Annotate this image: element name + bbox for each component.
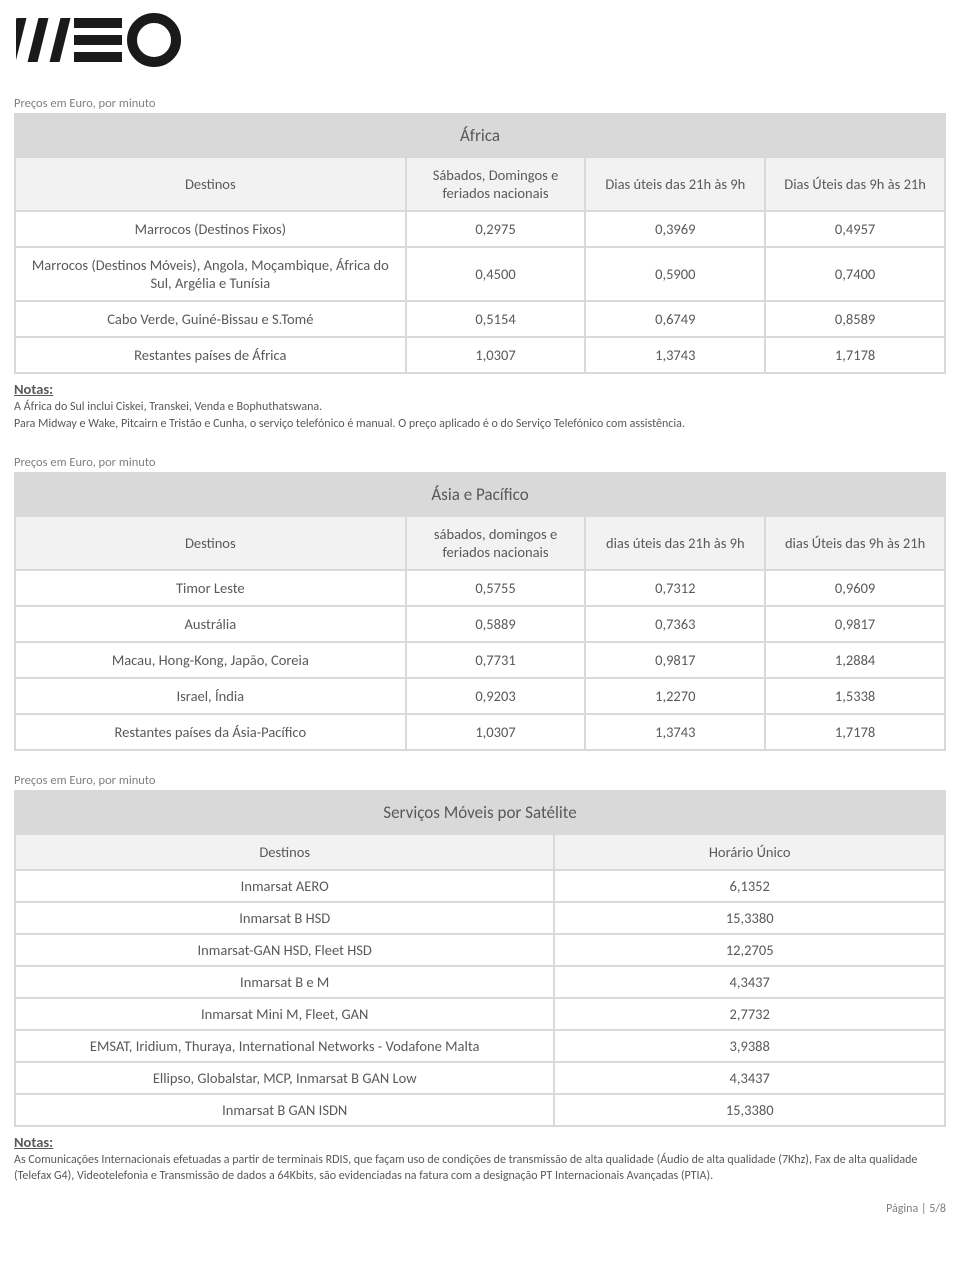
cell-val: 0,9817 (585, 642, 765, 678)
cell-val: 2,7732 (554, 998, 945, 1030)
cell-dest: Inmarsat B HSD (15, 902, 554, 934)
cell-val: 0,9817 (765, 606, 945, 642)
col-head: dias úteis das 21h às 9h (585, 516, 765, 570)
notes-text: As Comunicações Internacionais efetuadas… (14, 1152, 946, 1184)
table-row: Cabo Verde, Guiné-Bissau e S.Tomé 0,5154… (15, 301, 945, 337)
cell-dest: Restantes países de África (15, 337, 406, 373)
notes-text: Para Midway e Wake, Pitcairn e Tristão e… (14, 416, 946, 432)
col-head: Destinos (15, 516, 406, 570)
cell-val: 1,3743 (585, 337, 765, 373)
table-row: Ellipso, Globalstar, MCP, Inmarsat B GAN… (15, 1062, 945, 1094)
cell-val: 0,2975 (406, 211, 586, 247)
table-title: África (15, 114, 945, 157)
cell-val: 1,7178 (765, 337, 945, 373)
cell-dest: Israel, Índia (15, 678, 406, 714)
table-row: Austrália 0,5889 0,7363 0,9817 (15, 606, 945, 642)
col-head: Sábados, Domingos e feriados nacionais (406, 157, 586, 211)
table-row: Inmarsat B HSD 15,3380 (15, 902, 945, 934)
cell-dest: EMSAT, Iridium, Thuraya, International N… (15, 1030, 554, 1062)
cell-dest: Inmarsat B e M (15, 966, 554, 998)
cell-val: 0,5755 (406, 570, 586, 606)
table-asia: Ásia e Pacífico Destinos sábados, doming… (14, 472, 946, 751)
cell-val: 0,3969 (585, 211, 765, 247)
table-row: Restantes países de África 1,0307 1,3743… (15, 337, 945, 373)
table-row: Inmarsat-GAN HSD, Fleet HSD 12,2705 (15, 934, 945, 966)
cell-val: 0,5889 (406, 606, 586, 642)
cell-dest: Cabo Verde, Guiné-Bissau e S.Tomé (15, 301, 406, 337)
table-row: Inmarsat Mini M, Fleet, GAN 2,7732 (15, 998, 945, 1030)
table-row: Inmarsat B GAN ISDN 15,3380 (15, 1094, 945, 1126)
cell-dest: Timor Leste (15, 570, 406, 606)
table-row: Marrocos (Destinos Móveis), Angola, Moça… (15, 247, 945, 301)
notes-text: A África do Sul inclui Ciskei, Transkei,… (14, 399, 946, 415)
table-row: Inmarsat B e M 4,3437 (15, 966, 945, 998)
table-title: Serviços Móveis por Satélite (15, 791, 945, 834)
table-title: Ásia e Pacífico (15, 473, 945, 516)
col-head: Dias úteis das 21h às 9h (585, 157, 765, 211)
cell-val: 0,4500 (406, 247, 586, 301)
cell-val: 0,7363 (585, 606, 765, 642)
cell-val: 0,9203 (406, 678, 586, 714)
table-satellite: Serviços Móveis por Satélite Destinos Ho… (14, 790, 946, 1127)
caption-asia: Preços em Euro, por minuto (14, 455, 946, 470)
cell-val: 1,3743 (585, 714, 765, 750)
cell-dest: Inmarsat AERO (15, 870, 554, 902)
notes-heading-africa: Notas: (14, 380, 946, 398)
cell-dest: Austrália (15, 606, 406, 642)
cell-val: 15,3380 (554, 1094, 945, 1126)
cell-dest: Inmarsat B GAN ISDN (15, 1094, 554, 1126)
cell-val: 4,3437 (554, 1062, 945, 1094)
cell-val: 0,7312 (585, 570, 765, 606)
cell-val: 0,4957 (765, 211, 945, 247)
cell-dest: Ellipso, Globalstar, MCP, Inmarsat B GAN… (15, 1062, 554, 1094)
col-head: Destinos (15, 834, 554, 870)
cell-val: 0,5900 (585, 247, 765, 301)
table-row: Israel, Índia 0,9203 1,2270 1,5338 (15, 678, 945, 714)
cell-val: 1,0307 (406, 714, 586, 750)
table-row: Restantes países da Ásia-Pacífico 1,0307… (15, 714, 945, 750)
cell-val: 0,8589 (765, 301, 945, 337)
brand-logo (16, 12, 946, 68)
table-row: Marrocos (Destinos Fixos) 0,2975 0,3969 … (15, 211, 945, 247)
cell-val: 1,2270 (585, 678, 765, 714)
cell-val: 0,7731 (406, 642, 586, 678)
table-row: EMSAT, Iridium, Thuraya, International N… (15, 1030, 945, 1062)
cell-val: 0,5154 (406, 301, 586, 337)
cell-dest: Macau, Hong-Kong, Japão, Coreia (15, 642, 406, 678)
cell-val: 1,0307 (406, 337, 586, 373)
col-head: Dias Úteis das 9h às 21h (765, 157, 945, 211)
cell-val: 12,2705 (554, 934, 945, 966)
cell-dest: Marrocos (Destinos Móveis), Angola, Moça… (15, 247, 406, 301)
cell-val: 3,9388 (554, 1030, 945, 1062)
cell-val: 0,7400 (765, 247, 945, 301)
cell-dest: Inmarsat-GAN HSD, Fleet HSD (15, 934, 554, 966)
cell-val: 0,6749 (585, 301, 765, 337)
cell-val: 15,3380 (554, 902, 945, 934)
col-head: dias Úteis das 9h às 21h (765, 516, 945, 570)
table-row: Timor Leste 0,5755 0,7312 0,9609 (15, 570, 945, 606)
cell-val: 1,7178 (765, 714, 945, 750)
page-footer: Página | 5/8 (14, 1202, 946, 1216)
cell-val: 4,3437 (554, 966, 945, 998)
col-head: sábados, domingos e feriados nacionais (406, 516, 586, 570)
meo-logo-icon (16, 12, 186, 68)
cell-val: 6,1352 (554, 870, 945, 902)
cell-val: 1,5338 (765, 678, 945, 714)
notes-heading-satellite: Notas: (14, 1133, 946, 1151)
cell-val: 0,9609 (765, 570, 945, 606)
caption-africa: Preços em Euro, por minuto (14, 96, 946, 111)
cell-dest: Inmarsat Mini M, Fleet, GAN (15, 998, 554, 1030)
caption-satellite: Preços em Euro, por minuto (14, 773, 946, 788)
cell-val: 1,2884 (765, 642, 945, 678)
cell-dest: Marrocos (Destinos Fixos) (15, 211, 406, 247)
col-head: Destinos (15, 157, 406, 211)
cell-dest: Restantes países da Ásia-Pacífico (15, 714, 406, 750)
table-row: Macau, Hong-Kong, Japão, Coreia 0,7731 0… (15, 642, 945, 678)
table-row: Inmarsat AERO 6,1352 (15, 870, 945, 902)
col-head: Horário Único (554, 834, 945, 870)
table-africa: África Destinos Sábados, Domingos e feri… (14, 113, 946, 374)
